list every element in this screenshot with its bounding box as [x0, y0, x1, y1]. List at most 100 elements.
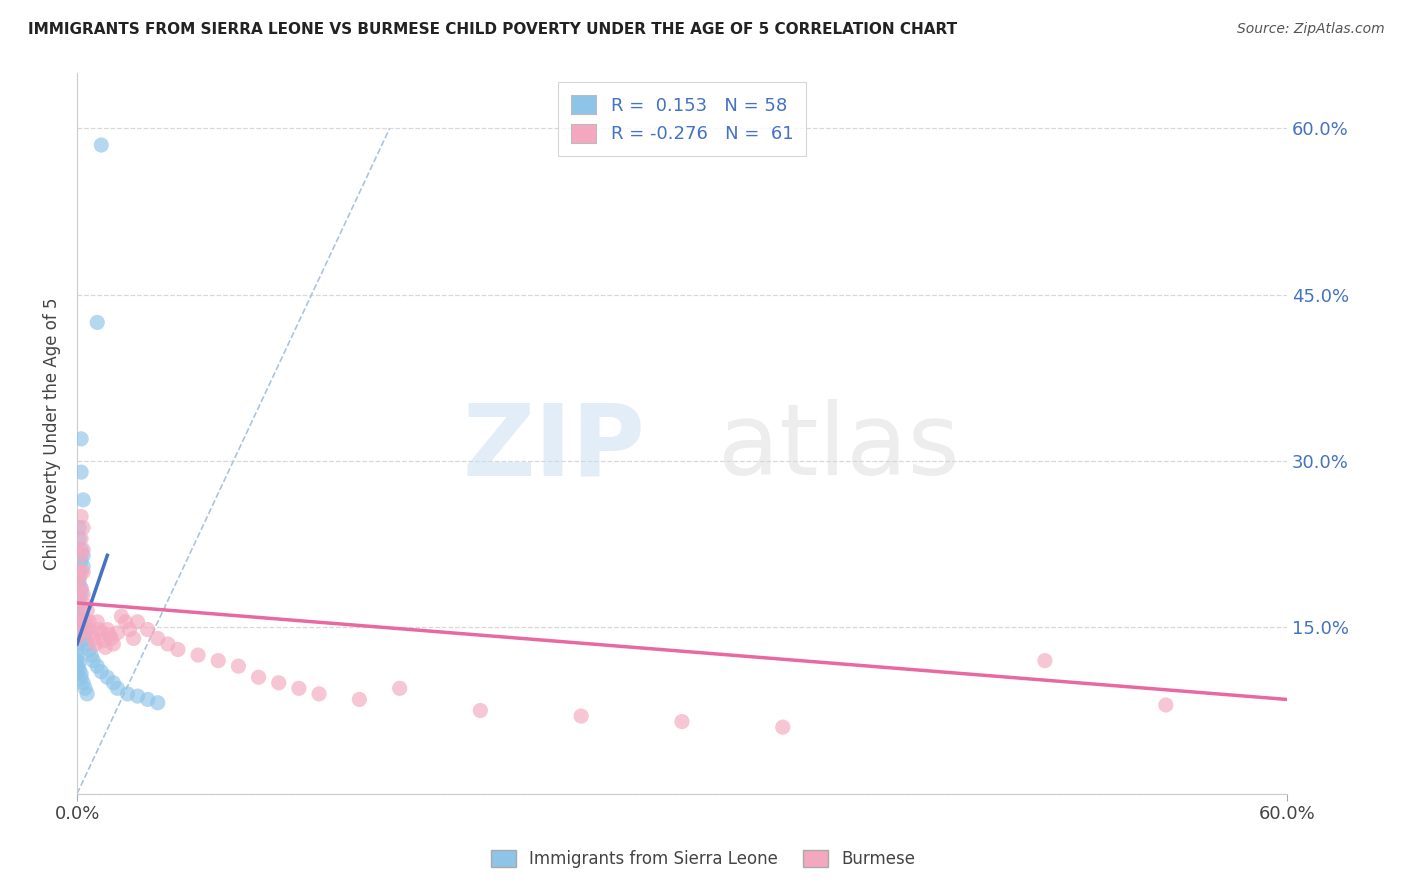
Point [86, 315, 108, 329]
Point [84, 637, 107, 651]
Point [67, 565, 90, 579]
Point [66, 604, 89, 618]
Point [67, 570, 90, 584]
Point [72, 565, 94, 579]
Point [80, 626, 103, 640]
Point [167, 642, 190, 657]
Point [1033, 654, 1056, 668]
Point [67, 592, 90, 607]
Point [103, 637, 125, 651]
Point [94, 640, 117, 655]
Point [247, 670, 270, 684]
Point [66, 582, 89, 596]
Point [96, 623, 118, 637]
Point [72, 549, 94, 563]
Point [76, 620, 98, 634]
Point [146, 696, 169, 710]
Point [67, 626, 90, 640]
Point [66, 642, 89, 657]
Point [1154, 698, 1177, 712]
Point [288, 681, 311, 696]
Point [75, 615, 97, 629]
Point [66, 632, 89, 646]
Point [70, 582, 93, 596]
Legend: R =  0.153   N = 58, R = -0.276   N =  61: R = 0.153 N = 58, R = -0.276 N = 61 [558, 82, 806, 156]
Point [66, 615, 89, 629]
Point [207, 654, 229, 668]
Point [82, 654, 104, 668]
Point [66, 598, 89, 612]
Point [75, 681, 97, 696]
Point [80, 648, 103, 662]
Text: IMMIGRANTS FROM SIERRA LEONE VS BURMESE CHILD POVERTY UNDER THE AGE OF 5 CORRELA: IMMIGRANTS FROM SIERRA LEONE VS BURMESE … [28, 22, 957, 37]
Point [66, 598, 89, 612]
Point [72, 620, 94, 634]
Text: Source: ZipAtlas.com: Source: ZipAtlas.com [1237, 22, 1385, 37]
Point [67, 570, 90, 584]
Point [67, 576, 90, 591]
Point [76, 637, 98, 651]
Point [470, 704, 492, 718]
Point [72, 542, 94, 557]
Point [66, 542, 89, 557]
Point [89, 623, 111, 637]
Point [117, 687, 139, 701]
Point [75, 598, 97, 612]
Point [100, 632, 122, 646]
Point [187, 648, 209, 662]
Point [127, 615, 149, 629]
Point [67, 520, 90, 534]
Point [70, 465, 93, 479]
Point [114, 615, 136, 629]
Point [72, 520, 94, 534]
Point [127, 689, 149, 703]
Point [67, 609, 90, 624]
Point [86, 659, 108, 673]
Point [72, 492, 94, 507]
Point [70, 532, 93, 546]
Point [67, 656, 90, 670]
Point [67, 609, 90, 624]
Point [67, 663, 90, 677]
Point [70, 582, 93, 596]
Text: atlas: atlas [718, 400, 960, 496]
Point [66, 632, 89, 646]
Point [349, 692, 371, 706]
Point [308, 687, 330, 701]
Point [66, 620, 89, 634]
Point [70, 549, 93, 563]
Point [67, 532, 90, 546]
Text: ZIP: ZIP [463, 400, 645, 496]
Point [66, 565, 89, 579]
Point [96, 670, 118, 684]
Point [86, 615, 108, 629]
Point [772, 720, 794, 734]
Point [66, 609, 89, 624]
Point [388, 681, 411, 696]
Point [671, 714, 693, 729]
Point [118, 623, 141, 637]
Point [77, 642, 100, 657]
Point [66, 659, 89, 673]
Point [136, 623, 159, 637]
Point [103, 675, 125, 690]
Point [156, 637, 179, 651]
Point [107, 681, 129, 696]
Point [267, 675, 290, 690]
Point [77, 615, 100, 629]
Point [90, 665, 112, 679]
Point [91, 633, 114, 648]
Point [66, 637, 89, 651]
Point [66, 626, 89, 640]
Point [110, 609, 132, 624]
Point [72, 559, 94, 574]
Point [66, 665, 89, 679]
Point [82, 632, 104, 646]
Legend: Immigrants from Sierra Leone, Burmese: Immigrants from Sierra Leone, Burmese [484, 843, 922, 875]
Point [70, 542, 93, 557]
Point [90, 138, 112, 153]
Point [70, 671, 93, 685]
Point [136, 692, 159, 706]
Point [67, 615, 90, 629]
Point [70, 554, 93, 568]
